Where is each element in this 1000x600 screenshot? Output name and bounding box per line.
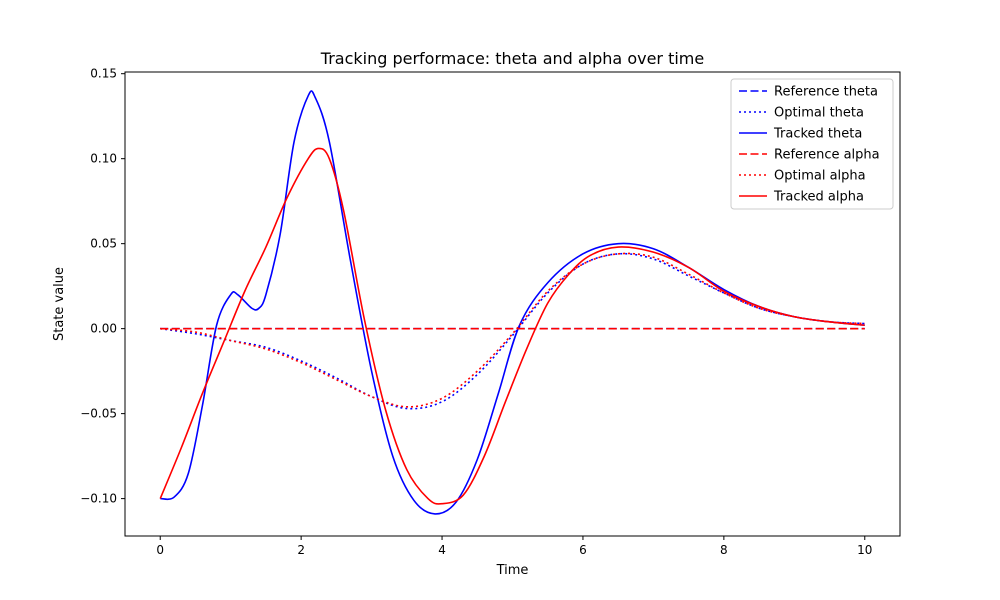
legend-label: Optimal theta <box>774 106 864 121</box>
y-tick-label: 0.15 <box>90 67 117 81</box>
x-axis-label: Time <box>496 563 529 578</box>
plot-area-frame <box>124 71 901 537</box>
y-tick-label: 0.05 <box>90 237 117 251</box>
series-line-tracked-alpha <box>159 147 865 505</box>
x-tick-label: 0 <box>156 543 164 557</box>
series-line-optimal-theta <box>160 252 865 410</box>
x-tick-label: 8 <box>720 543 728 557</box>
y-axis-label: State value <box>52 267 67 341</box>
legend-label: Reference alpha <box>774 148 880 163</box>
x-tick-label: 10 <box>857 543 872 557</box>
legend: Reference theta Optimal theta Tracked thet… <box>730 78 894 210</box>
y-tick-label: −0.05 <box>80 407 117 421</box>
y-axis-ticks: −0.10 −0.05 0.00 0.05 0.10 0.15 <box>80 67 125 506</box>
legend-frame <box>730 78 894 210</box>
data-series-layer <box>159 90 865 515</box>
legend-label: Tracked theta <box>773 127 862 142</box>
legend-label: Reference theta <box>774 85 878 100</box>
y-tick-label: 0.00 <box>90 322 117 336</box>
series-line-tracked-theta <box>160 90 865 515</box>
x-axis-ticks: 0 2 4 6 8 10 <box>156 536 872 557</box>
legend-label: Tracked alpha <box>773 190 864 205</box>
chart-title: Tracking performace: theta and alpha ove… <box>320 49 704 68</box>
x-tick-label: 2 <box>297 543 305 557</box>
x-tick-label: 4 <box>438 543 446 557</box>
legend-label: Optimal alpha <box>774 169 866 184</box>
y-tick-label: 0.10 <box>90 152 117 166</box>
x-tick-label: 6 <box>579 543 587 557</box>
y-tick-label: −0.10 <box>80 492 117 506</box>
